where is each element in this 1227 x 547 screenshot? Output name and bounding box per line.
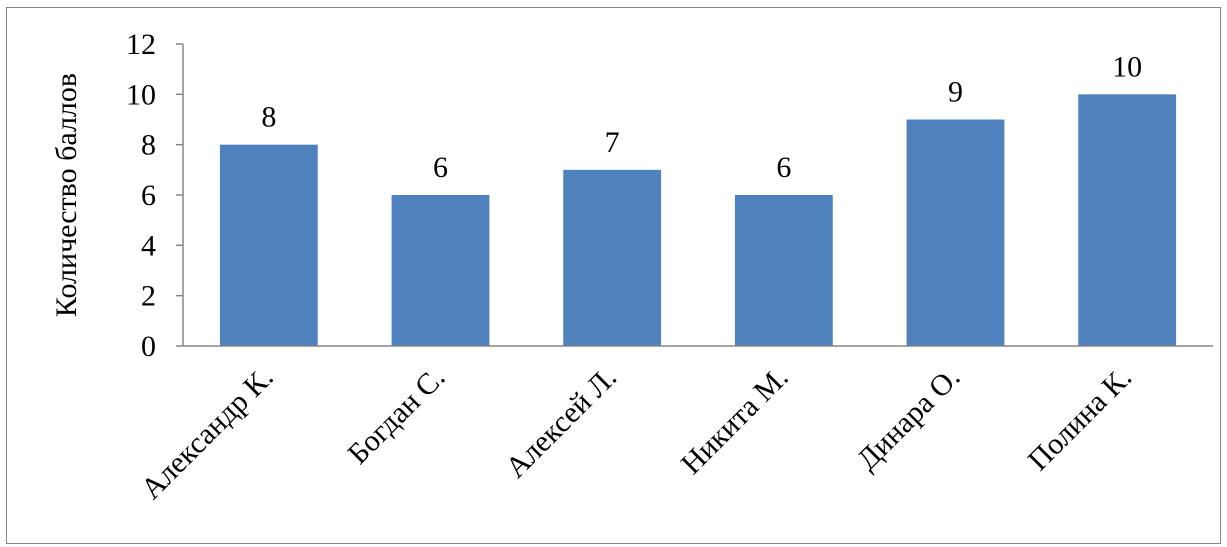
data-label: 6 [433,151,448,184]
data-label: 8 [261,101,276,134]
bar [734,195,833,346]
y-tick-label: 8 [141,129,156,162]
y-tick-label: 0 [141,330,156,363]
bar [563,169,662,346]
x-tick-label: Динара О. [851,361,967,477]
data-label: 7 [605,126,620,159]
x-tick-label: Никита М. [675,361,795,481]
y-tick-label: 12 [126,28,156,61]
x-tick-label: Полина К. [1022,361,1138,477]
bars [219,94,1177,346]
bar [906,119,1005,346]
data-label: 6 [776,151,791,184]
y-tick-label: 4 [141,229,156,262]
x-axis-labels: Александр К. Богдан С. Алексей Л. Никита М.… [135,361,1138,506]
bar [1078,94,1177,346]
data-label: 9 [948,76,963,109]
chart-border [6,7,1221,544]
data-labels: 8 6 7 6 9 10 [261,50,1142,184]
bar [391,195,490,346]
x-tick-label: Алексей Л. [499,361,623,485]
y-axis-ticks: 0 2 4 6 8 10 12 [126,28,183,363]
y-tick-label: 6 [141,179,156,212]
y-axis-title: Количество баллов [50,73,83,317]
x-tick-label: Богдан С. [341,361,451,471]
bar [219,144,318,346]
data-label: 10 [1112,50,1142,83]
x-tick-label: Александр К. [135,361,280,506]
y-tick-label: 2 [141,280,156,313]
y-tick-label: 10 [126,78,156,111]
